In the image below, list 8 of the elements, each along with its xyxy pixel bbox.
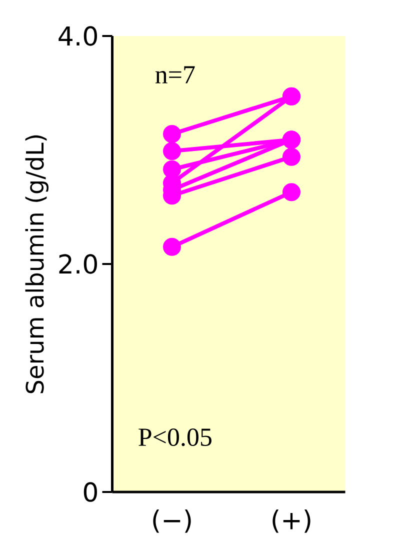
annotation: n=7 [155,66,195,84]
y-axis-title: Serum albumin (g/dL) [25,135,49,394]
x-tick-label: (−) [153,510,191,533]
y-tick-label: 2.0 [59,254,97,274]
x-tick-label: (+) [272,510,310,533]
annotation: P<0.05 [138,428,212,446]
y-tick-label: 4.0 [58,26,97,46]
y-tick-label: 0 [84,482,97,502]
